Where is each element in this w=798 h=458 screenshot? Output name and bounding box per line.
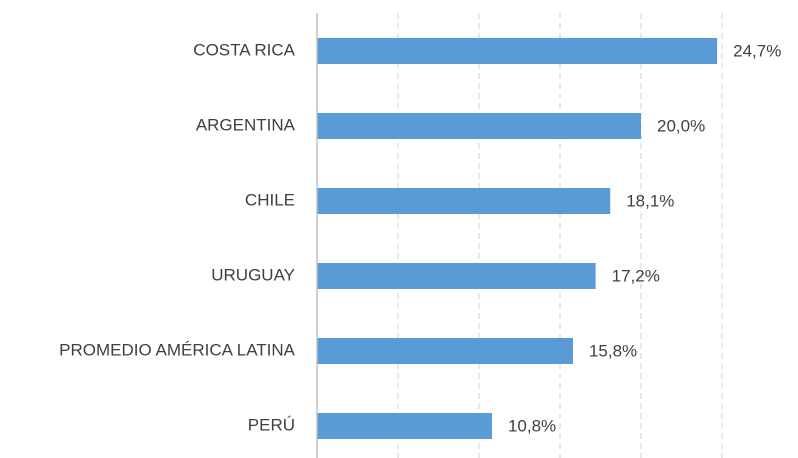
- y-tick-label: ARGENTINA: [196, 115, 296, 134]
- y-tick-label: URUGUAY: [211, 265, 295, 284]
- bar: [317, 38, 718, 64]
- data-label: 24,7%: [733, 41, 781, 60]
- y-tick-label: COSTA RICA: [193, 40, 295, 59]
- data-label: 15,8%: [589, 341, 637, 360]
- bar: [317, 188, 611, 214]
- y-tick-label: PERÚ: [248, 415, 295, 434]
- data-label: 10,8%: [508, 416, 556, 435]
- bar: [317, 338, 573, 364]
- y-tick-label: PROMEDIO AMÉRICA LATINA: [59, 340, 296, 359]
- data-label: 20,0%: [657, 116, 705, 135]
- bar: [317, 263, 596, 289]
- data-label: 18,1%: [626, 191, 674, 210]
- y-tick-label: CHILE: [245, 190, 295, 209]
- data-label: 17,2%: [612, 266, 660, 285]
- bar: [317, 113, 641, 139]
- bar: [317, 413, 492, 439]
